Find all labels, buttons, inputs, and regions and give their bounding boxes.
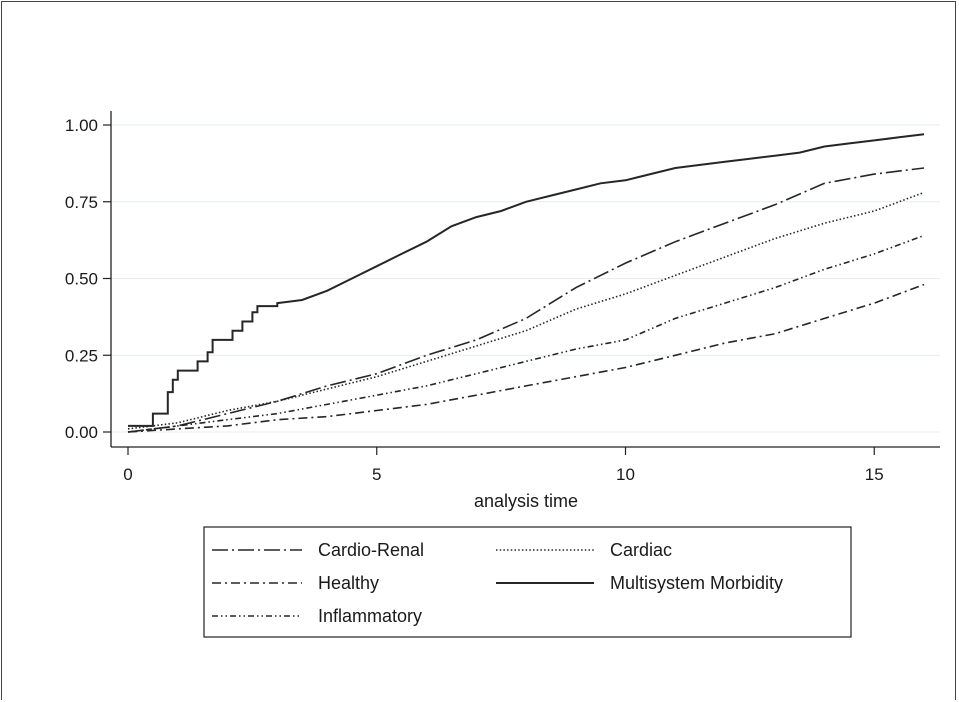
series-line-inflammatory: [127, 234, 925, 433]
legend-label: Healthy: [318, 573, 379, 593]
series-line-multisystem-morbidity: [128, 133, 925, 427]
x-tick-label: 10: [616, 465, 635, 484]
series-line-cardio-renal: [127, 167, 925, 433]
y-tick-label: 0.00: [65, 423, 98, 442]
legend: Cardio-Renal Cardiac Healthy Multisystem Mo…: [203, 526, 852, 638]
x-axis-label: analysis time: [474, 491, 578, 511]
x-tick-label: 5: [372, 465, 381, 484]
legend-label: Inflammatory: [318, 606, 422, 626]
series-line-healthy: [127, 283, 925, 433]
x-ticks: 0 5 10 15: [123, 447, 884, 484]
x-tick-label: 0: [123, 465, 132, 484]
legend-label: Multisystem Morbidity: [610, 573, 783, 593]
y-tick-label: 0.75: [65, 193, 98, 212]
legend-label: Cardio-Renal: [318, 540, 424, 560]
y-tick-label: 0.50: [65, 270, 98, 289]
x-tick-label: 15: [865, 465, 884, 484]
series-lines: [127, 133, 925, 433]
y-tick-label: 0.25: [65, 346, 98, 365]
legend-label: Cardiac: [610, 540, 672, 560]
y-ticks: 0.00 0.25 0.50 0.75 1.00: [65, 116, 111, 442]
y-tick-label: 1.00: [65, 116, 98, 135]
series-line-cardiac: [127, 191, 925, 430]
